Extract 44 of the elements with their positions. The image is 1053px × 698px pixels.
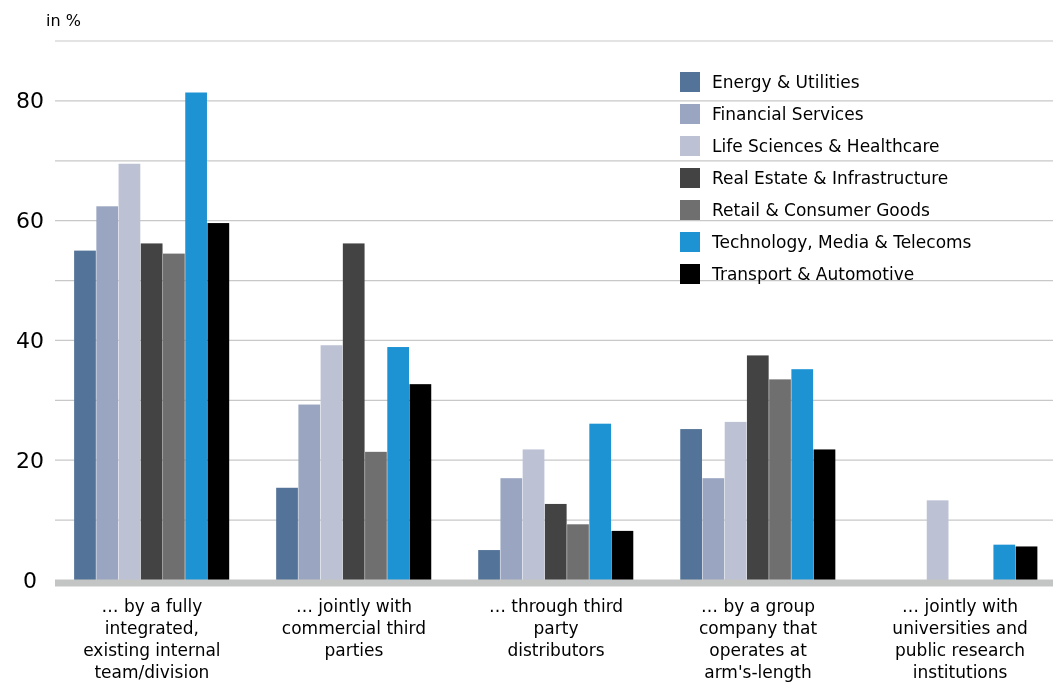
bar [813, 449, 836, 580]
legend-label: Transport & Automotive [711, 264, 915, 284]
y-tick-label: 0 [23, 567, 37, 593]
bar [589, 423, 612, 580]
x-tick-label: … by a fully integrated, existing internal team/division [83, 596, 221, 682]
bar [746, 355, 769, 580]
bar [140, 243, 163, 580]
bar [207, 223, 230, 580]
bar [163, 253, 185, 580]
y-tick-label: 80 [16, 88, 44, 114]
bar [185, 92, 207, 580]
bar [769, 379, 791, 580]
bar [993, 544, 1016, 580]
bar [680, 429, 702, 580]
x-tick-label: … jointly with universities and public research institutions [892, 596, 1028, 682]
bar [365, 451, 387, 580]
bar [478, 550, 500, 580]
bar [342, 243, 365, 580]
legend-label: Financial Services [712, 104, 864, 124]
x-tick-label: … by a group company that operates at arm's-length [698, 596, 818, 682]
y-tick-label: 60 [16, 208, 44, 234]
y-tick-label: 40 [16, 327, 44, 353]
bar [298, 404, 321, 580]
bar [611, 530, 634, 580]
bar [702, 478, 725, 580]
legend-label: Real Estate & Infrastructure [712, 168, 949, 188]
x-tick-label: … through third party distributors [488, 596, 624, 660]
bar [387, 347, 410, 580]
legend-label: Retail & Consumer Goods [712, 200, 930, 220]
x-tick-label: … jointly with commercial third parties [281, 596, 427, 660]
bar [791, 369, 814, 580]
legend-label: Energy & Utilities [712, 72, 860, 92]
bar [276, 487, 298, 580]
bar [500, 478, 523, 580]
legend-label: Technology, Media & Telecoms [711, 232, 972, 252]
y-axis-title: in % [46, 11, 81, 30]
bar [544, 503, 567, 580]
y-tick-label: 20 [16, 447, 44, 473]
legend-label: Life Sciences & Healthcare [712, 136, 940, 156]
bar [1015, 546, 1038, 580]
bar [74, 250, 96, 580]
bar [409, 384, 432, 580]
bar [567, 524, 589, 580]
bar [96, 206, 119, 580]
